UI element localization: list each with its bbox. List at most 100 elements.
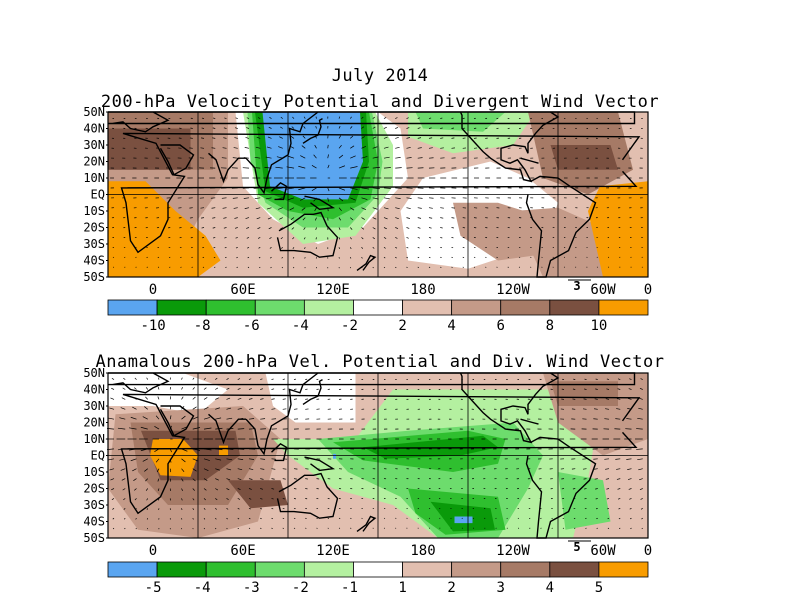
india-outline (208, 413, 246, 445)
colorbar-swatch (451, 561, 502, 578)
lon-label: 0 (149, 282, 157, 298)
colorbar-swatch (549, 561, 600, 578)
p1-continents (108, 111, 641, 278)
lon-label: 0 (149, 543, 157, 559)
colorbar-swatch (598, 299, 649, 316)
colorbar-label: -10 (140, 318, 165, 334)
p1-divergent-wind-vectors (110, 116, 643, 269)
lat-label: 30S (83, 498, 105, 512)
p1-longitude-labels: 0 60E 120E 180 120W 60W 0 (149, 282, 652, 298)
colorbar-label: 1 (398, 580, 406, 596)
colorbar-swatch (303, 561, 354, 578)
colorbar-label: 8 (546, 318, 554, 334)
namerica-outline (459, 372, 560, 444)
lat-label: 40S (83, 254, 105, 268)
lon-label: 120W (496, 543, 530, 559)
lat-label: 40N (83, 122, 105, 136)
reference-vector-label: 3 (573, 279, 580, 293)
colorbar-label: 2 (447, 580, 455, 596)
lat-label: 40N (83, 383, 105, 397)
lat-label: 10S (83, 465, 105, 479)
p1-latitude-labels: 50N 40N 30N 20N 10N EQ 10S 20S 30S 40S 50S (83, 105, 108, 284)
samerica-outline (525, 436, 597, 539)
p1-graticule (108, 112, 648, 277)
colorbar-label: -1 (341, 580, 358, 596)
p2-continents (108, 372, 641, 539)
saharan-max (108, 128, 191, 170)
colorbar-swatch (254, 561, 305, 578)
colorbar-label: 5 (595, 580, 603, 596)
colorbar-swatch (156, 561, 207, 578)
lon-label: 180 (410, 282, 435, 298)
colorbar-swatch (254, 299, 305, 316)
borneo-outline (271, 443, 288, 462)
lon-label: 120W (496, 282, 530, 298)
namerica-outline (459, 111, 560, 183)
lat-label: 10N (83, 432, 105, 446)
colorbar-swatch (107, 561, 158, 578)
lat-label: EQ (91, 188, 105, 202)
colorbar-swatch (156, 299, 207, 316)
lat-label: 20S (83, 482, 105, 496)
lat-label: 30N (83, 399, 105, 413)
colorbar-label: 2 (398, 318, 406, 334)
atlantic-brown3 (550, 381, 618, 406)
colorbar-label: 6 (497, 318, 505, 334)
colorbar-swatch (107, 299, 158, 316)
colorbar-label: -6 (243, 318, 260, 334)
colorbar-swatch (353, 299, 403, 316)
p2-reference-vector: 5 (568, 540, 591, 554)
colorbar-label: -5 (145, 580, 162, 596)
lon-label: 0 (644, 543, 652, 559)
panel1-title: 200-hPa Velocity Potential and Divergent… (100, 92, 660, 112)
colorbar-label: 4 (447, 318, 455, 334)
p1-map-panel: 50N 40N 30N 20N 10N EQ 10S 20S 30S 40S 50S 0 60E 120E… (83, 105, 652, 334)
lon-label: 60E (230, 543, 255, 559)
p1-colorbar: -10 -8 -6 -4 -2 2 4 6 8 10 (107, 299, 649, 334)
p2-map-panel: 50N 40N 30N 20N 10N EQ 10S 20S 30S 40S 50S 0 60E 120E… (83, 366, 652, 596)
colorbar-swatch (402, 299, 453, 316)
australia-outline (276, 472, 339, 519)
india-outline (208, 152, 246, 184)
lon-label: 120E (316, 543, 350, 559)
arabia-outline (159, 405, 195, 437)
lat-label: 20N (83, 155, 105, 169)
colorbar-swatch (402, 561, 453, 578)
japan-outline (302, 378, 323, 405)
asia-outline (245, 372, 319, 456)
lat-label: 30S (83, 237, 105, 251)
indian-ocean-max (228, 480, 288, 509)
colorbar-label: -4 (292, 318, 309, 334)
colorbar-swatch (353, 561, 403, 578)
reference-vector-label: 5 (573, 540, 580, 554)
colorbar-swatch (500, 561, 551, 578)
colorbar-swatch (549, 299, 600, 316)
lat-label: EQ (91, 449, 105, 463)
northeast-pacific-lgreen (415, 112, 506, 132)
europe-outline (108, 372, 636, 394)
samerica-outline (525, 175, 597, 278)
arabia-outline (159, 144, 195, 176)
west-pacific-blue (333, 453, 336, 459)
colorbar-label: -8 (194, 318, 211, 334)
newguinea-outline (304, 456, 336, 472)
south-atlantic-green (558, 472, 611, 530)
lat-label: 10S (83, 204, 105, 218)
europe-outline (108, 111, 636, 133)
nz-outline (356, 254, 377, 271)
australia-outline (276, 211, 339, 258)
lat-label: 30N (83, 138, 105, 152)
cuba-outline (520, 418, 539, 425)
colorbar-label: -2 (292, 580, 309, 596)
colorbar-swatch (598, 561, 649, 578)
south-pacific-blue (454, 516, 473, 524)
lat-label: 20S (83, 221, 105, 235)
lon-label: 60E (230, 282, 255, 298)
newguinea-outline (304, 195, 336, 211)
lat-label: 10N (83, 171, 105, 185)
india-orange (219, 445, 228, 456)
colorbar-label: 3 (497, 580, 505, 596)
lat-label: 20N (83, 416, 105, 430)
nz-outline (356, 515, 377, 532)
